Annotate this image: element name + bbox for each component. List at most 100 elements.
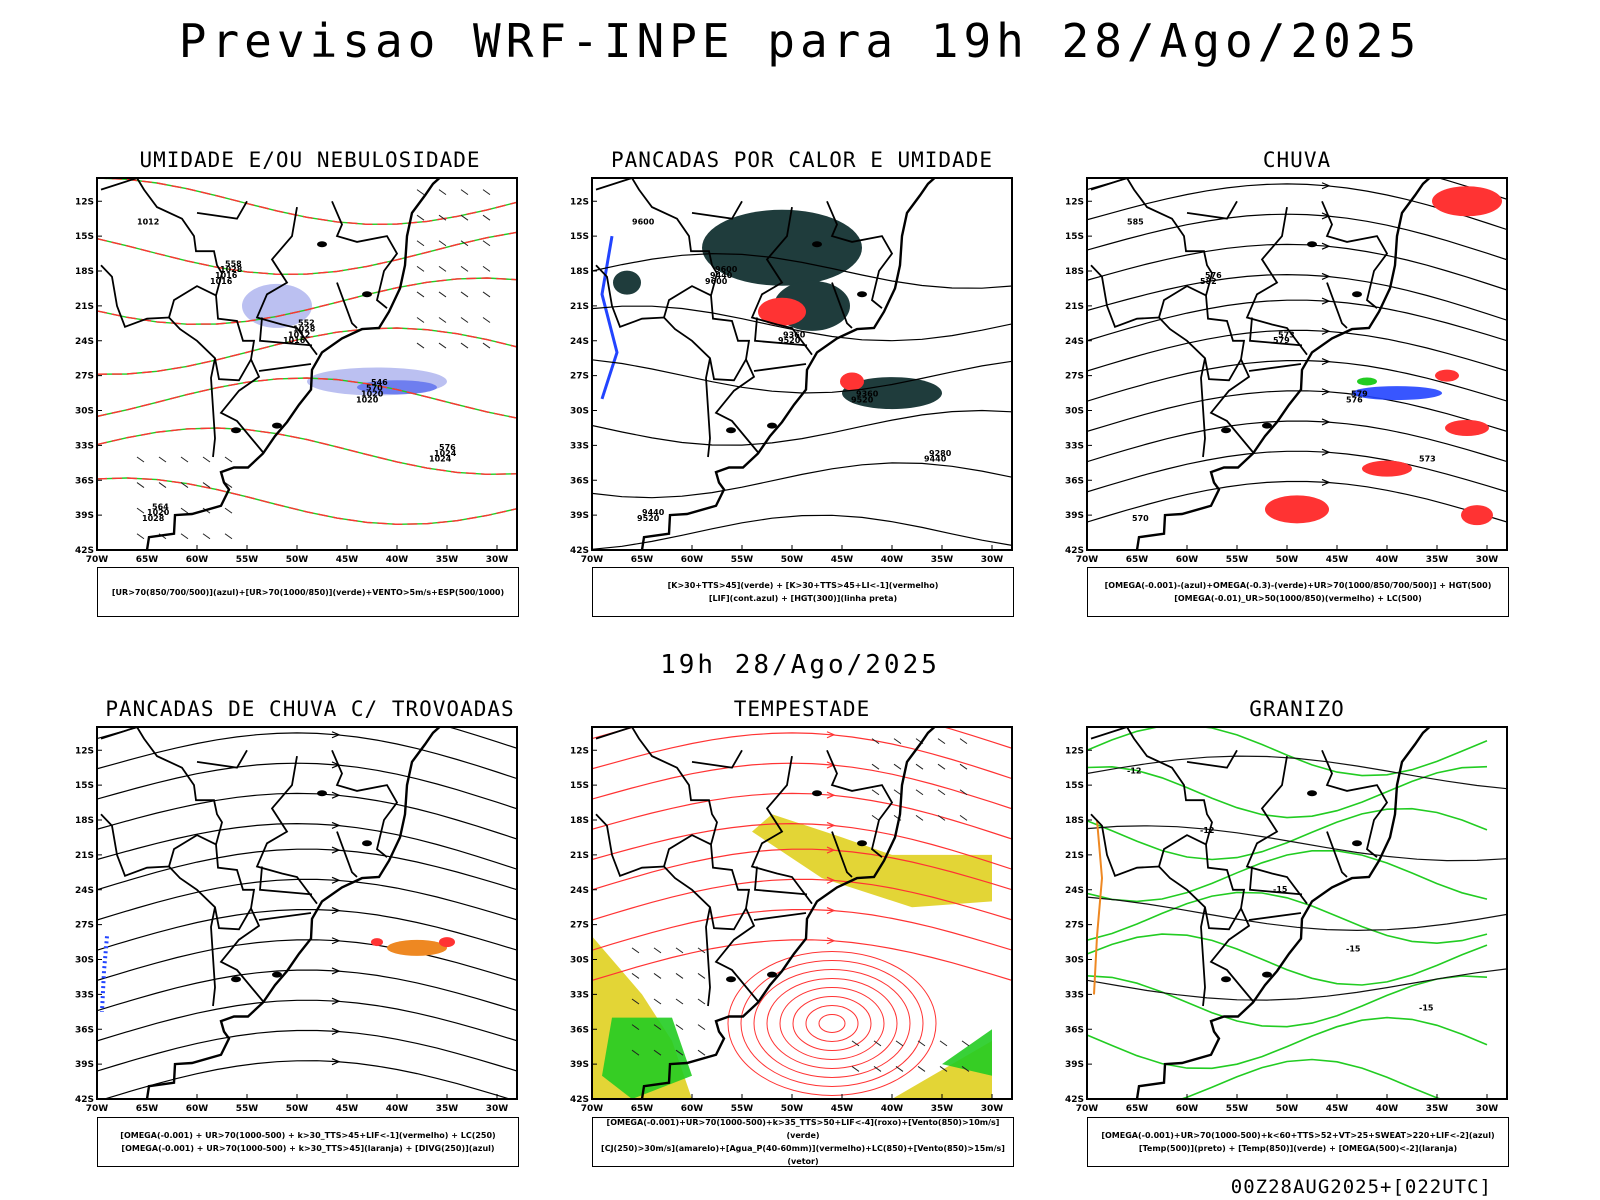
contour-label: 9600 xyxy=(705,277,728,286)
lon-tick-label: 50W xyxy=(781,1104,804,1114)
contour-label: 9600 xyxy=(632,218,655,227)
lon-tick-label: 40W xyxy=(881,1104,904,1114)
contour-label: 9520 xyxy=(851,395,874,404)
panel-title: TEMPESTADE xyxy=(733,697,871,721)
lon-tick-label: 30W xyxy=(486,1104,509,1114)
lat-tick-label: 30S xyxy=(570,407,589,417)
lon-tick-label: 40W xyxy=(1376,1104,1399,1114)
lat-tick-label: 18S xyxy=(1065,267,1084,277)
panel-title: UMIDADE E/OU NEBULOSIDADE xyxy=(139,148,481,172)
panel-legend: [OMEGA(-0.001)+UR>70(1000-500)+k>35_TTS>… xyxy=(592,1117,1014,1167)
contour-label: 582 xyxy=(1200,277,1217,286)
contour-label: -15 xyxy=(1419,1004,1434,1013)
lon-tick-label: 60W xyxy=(186,1104,209,1114)
lat-tick-label: 42S xyxy=(570,1095,589,1105)
lon-tick-label: 70W xyxy=(1076,555,1099,565)
lat-tick-label: 39S xyxy=(75,1060,94,1070)
map-panel: 58558257957657357057657357912S15S18S21S2… xyxy=(1065,177,1508,565)
run-timestamp: 00Z28AUG2025+[022UTC] xyxy=(1230,1176,1492,1198)
contour-label: 1028 xyxy=(293,324,316,333)
contour-label: 564 xyxy=(152,502,169,511)
contour-label: 9440 xyxy=(710,271,733,280)
contour-label: 9360 xyxy=(856,390,879,399)
panel-title: CHUVA xyxy=(1262,148,1332,172)
contour-label: 9360 xyxy=(783,330,806,339)
lon-tick-label: 35W xyxy=(436,555,459,565)
lat-tick-label: 27S xyxy=(570,921,589,931)
map-panel: 9600960095209520944095209440936093609280… xyxy=(570,177,1013,565)
lat-tick-label: 21S xyxy=(75,851,94,861)
lat-tick-label: 27S xyxy=(1065,372,1084,382)
lat-tick-label: 24S xyxy=(570,337,589,347)
lat-tick-label: 21S xyxy=(570,851,589,861)
contour-label: 9440 xyxy=(642,508,665,517)
lon-tick-label: 65W xyxy=(136,1104,159,1114)
contour-label: 1012 xyxy=(288,330,310,339)
contour-label: 1016 xyxy=(215,271,238,280)
lon-tick-label: 30W xyxy=(486,555,509,565)
lon-tick-label: 70W xyxy=(86,1104,109,1114)
lat-tick-label: 15S xyxy=(1065,232,1084,242)
lon-tick-label: 35W xyxy=(931,1104,954,1114)
lon-tick-label: 55W xyxy=(1226,1104,1249,1114)
contour-label: 570 xyxy=(366,384,383,393)
lat-tick-label: 33S xyxy=(75,441,94,451)
lon-tick-label: 40W xyxy=(881,555,904,565)
lat-tick-label: 33S xyxy=(570,990,589,1000)
lon-tick-label: 35W xyxy=(1426,1104,1449,1114)
lat-tick-label: 30S xyxy=(1065,956,1084,966)
lon-tick-label: 35W xyxy=(931,555,954,565)
contour-label: 552 xyxy=(298,319,315,328)
lon-tick-label: 45W xyxy=(831,1104,854,1114)
lat-tick-label: 15S xyxy=(1065,781,1084,791)
contour-label: 9440 xyxy=(924,455,947,464)
contour-label: 1016 xyxy=(210,277,233,286)
contour-label: 585 xyxy=(1127,218,1144,227)
lon-tick-label: 65W xyxy=(1126,1104,1149,1114)
lat-tick-label: 27S xyxy=(1065,921,1084,931)
forecast-time-label: 19h 28/Ago/2025 xyxy=(660,650,940,680)
lat-tick-label: 15S xyxy=(75,781,94,791)
lon-tick-label: 40W xyxy=(386,1104,409,1114)
lat-tick-label: 24S xyxy=(75,886,94,896)
lat-tick-label: 30S xyxy=(1065,407,1084,417)
lat-tick-label: 27S xyxy=(570,372,589,382)
lat-tick-label: 18S xyxy=(1065,816,1084,826)
legend-line: [OMEGA(-0.01)_UR>50(1000/850)(vermelho) … xyxy=(1174,594,1422,603)
lat-tick-label: 27S xyxy=(75,372,94,382)
contour-label: 1024 xyxy=(434,449,457,458)
lon-tick-label: 55W xyxy=(731,1104,754,1114)
page-title: Previsao WRF-INPE para 19h 28/Ago/2025 xyxy=(178,14,1422,68)
contour-label: 9600 xyxy=(715,265,738,274)
contour-label: 9520 xyxy=(637,514,660,523)
lat-tick-label: 42S xyxy=(75,546,94,556)
lat-tick-label: 12S xyxy=(570,197,589,207)
legend-line: [OMEGA(-0.001) + UR>70(1000-500) + k>30_… xyxy=(120,1131,496,1140)
contour-label: 573 xyxy=(1278,330,1295,339)
lat-tick-label: 36S xyxy=(570,476,589,486)
contour-label: 576 xyxy=(439,443,456,452)
contour-label: 546 xyxy=(371,378,388,387)
lon-tick-label: 45W xyxy=(336,555,359,565)
lon-tick-label: 65W xyxy=(631,555,654,565)
panel-title: PANCADAS DE CHUVA C/ TROVOADAS xyxy=(105,697,515,721)
lon-tick-label: 60W xyxy=(186,555,209,565)
panel-legend: [UR>70(850/700/500)](azul)+[UR>70(1000/8… xyxy=(97,567,519,617)
lon-tick-label: 55W xyxy=(236,1104,259,1114)
lon-tick-label: 50W xyxy=(286,1104,309,1114)
lat-tick-label: 36S xyxy=(1065,1025,1084,1035)
lat-tick-label: 15S xyxy=(75,232,94,242)
legend-line: [OMEGA(-0.001)+UR>70(1000-500)+k<60+TTS>… xyxy=(1101,1131,1495,1140)
lon-tick-label: 30W xyxy=(1476,555,1499,565)
lon-tick-label: 70W xyxy=(581,1104,604,1114)
lon-tick-label: 65W xyxy=(136,555,159,565)
lat-tick-label: 39S xyxy=(75,511,94,521)
contour-label: 1028 xyxy=(220,265,243,274)
lat-tick-label: 42S xyxy=(1065,1095,1084,1105)
legend-line: [OMEGA(-0.001)+UR>70(1000-500)+k>35_TTS>… xyxy=(606,1118,1000,1140)
panel-legend: [OMEGA(-0.001)+UR>70(1000-500)+k<60+TTS>… xyxy=(1087,1117,1509,1167)
lat-tick-label: 15S xyxy=(570,781,589,791)
legend-line: [OMEGA(-0.001) + UR>70(1000-500) + k>30_… xyxy=(121,1144,495,1153)
lat-tick-label: 33S xyxy=(75,990,94,1000)
